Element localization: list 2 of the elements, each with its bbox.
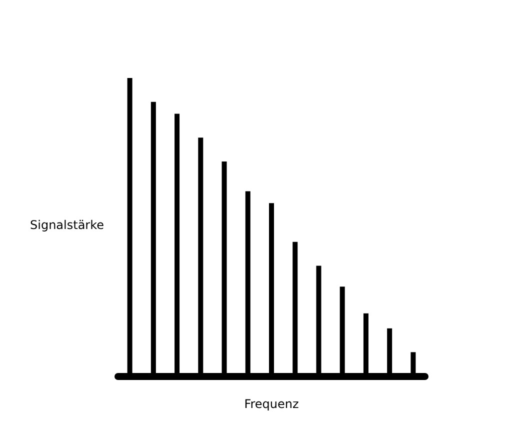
x-axis-title: Frequenz xyxy=(244,397,299,411)
y-axis-title: Signalstärke xyxy=(30,218,104,232)
